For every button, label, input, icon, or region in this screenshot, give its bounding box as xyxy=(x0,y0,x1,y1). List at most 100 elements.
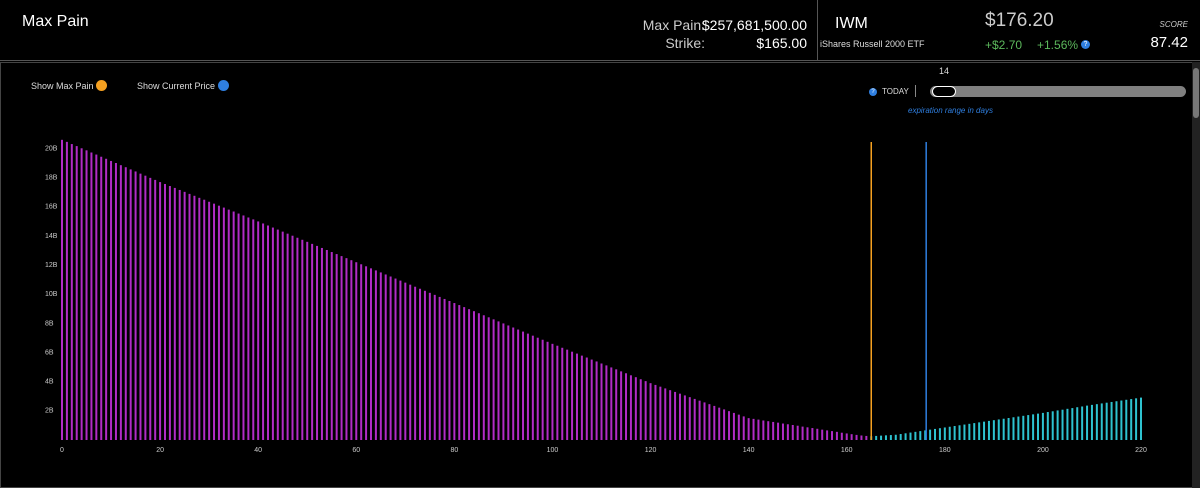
bar xyxy=(85,150,88,440)
bar xyxy=(865,435,868,440)
bar xyxy=(664,388,667,440)
bar xyxy=(571,351,574,440)
x-tick-label: 80 xyxy=(450,447,458,454)
bar xyxy=(497,321,500,440)
bar xyxy=(1012,417,1015,440)
show-current-price-toggle[interactable]: Show Current Price xyxy=(137,81,216,91)
bar xyxy=(80,148,83,440)
bar xyxy=(978,422,981,440)
bar xyxy=(1027,415,1030,440)
bar xyxy=(173,187,176,440)
bar xyxy=(953,426,956,440)
bar xyxy=(222,207,225,440)
bar xyxy=(556,345,559,440)
bar xyxy=(90,152,93,440)
bar xyxy=(605,365,608,440)
bar xyxy=(757,419,760,440)
bar xyxy=(266,225,269,440)
y-tick-label: 4B xyxy=(45,379,54,386)
today-label: TODAY xyxy=(882,87,909,96)
bar xyxy=(629,375,632,440)
bar xyxy=(575,353,578,440)
bar xyxy=(742,416,745,440)
bar xyxy=(144,175,147,440)
bar xyxy=(193,195,196,440)
bar xyxy=(306,241,309,440)
bar xyxy=(992,420,995,440)
header xyxy=(0,0,1200,61)
bar xyxy=(404,282,407,440)
bar xyxy=(154,179,157,440)
slider-knob[interactable] xyxy=(932,86,956,97)
bar xyxy=(335,254,338,440)
bar xyxy=(855,434,858,440)
bar xyxy=(786,424,789,440)
bar xyxy=(61,139,63,440)
bar xyxy=(365,266,368,440)
bar xyxy=(566,349,569,440)
bar xyxy=(821,429,824,440)
page-title: Max Pain xyxy=(22,13,89,30)
help-icon[interactable]: ? xyxy=(1081,40,1090,49)
bar xyxy=(114,162,117,441)
bar xyxy=(948,426,951,440)
bar xyxy=(1110,401,1113,440)
bar xyxy=(781,423,784,440)
bar xyxy=(693,398,696,440)
bar xyxy=(414,286,417,440)
bar xyxy=(1017,416,1020,440)
help-icon[interactable]: ? xyxy=(869,88,877,96)
bar xyxy=(526,333,529,440)
current-price-dot[interactable] xyxy=(218,80,229,91)
bar xyxy=(65,141,68,440)
bar xyxy=(536,337,539,440)
bar xyxy=(943,427,946,440)
bar xyxy=(654,384,657,440)
bar xyxy=(517,329,520,440)
bar xyxy=(1002,418,1005,440)
bar xyxy=(394,278,397,440)
max-pain-label: Max Pain: xyxy=(642,17,705,33)
bar xyxy=(134,171,137,440)
scrollbar[interactable] xyxy=(1192,62,1200,488)
bar xyxy=(674,391,677,440)
bar xyxy=(472,311,475,440)
bar xyxy=(561,347,564,440)
chart: 2B 4B 6B 8B 10B 12B 14B 16B 18B 20B 0 20 40 60 80 100 12… xyxy=(45,139,1147,454)
expiration-slider[interactable] xyxy=(930,86,1186,97)
bar xyxy=(620,371,623,440)
bar xyxy=(963,424,966,440)
bar xyxy=(777,422,780,440)
bar xyxy=(178,189,181,440)
bar xyxy=(1041,412,1044,440)
bar xyxy=(1032,414,1035,440)
bar xyxy=(281,231,284,440)
bar xyxy=(914,431,917,440)
y-tick-label: 18B xyxy=(45,175,58,182)
max-pain-dot[interactable] xyxy=(96,80,107,91)
bar xyxy=(95,154,98,440)
y-tick-label: 2B xyxy=(45,408,54,415)
x-tick-label: 40 xyxy=(254,447,262,454)
x-tick-label: 60 xyxy=(352,447,360,454)
bar xyxy=(983,421,986,440)
bar xyxy=(257,221,260,440)
x-tick-label: 160 xyxy=(841,447,853,454)
bar xyxy=(728,411,731,440)
bar xyxy=(791,424,794,440)
bar xyxy=(938,428,941,440)
separator xyxy=(915,85,916,97)
bar xyxy=(399,280,402,440)
bar xyxy=(1037,413,1040,440)
bar xyxy=(860,435,863,440)
bar xyxy=(320,247,323,440)
bar xyxy=(845,433,848,440)
bar xyxy=(850,434,853,440)
bar xyxy=(345,258,348,440)
show-max-pain-toggle[interactable]: Show Max Pain xyxy=(31,81,94,91)
bar xyxy=(551,343,554,440)
bar xyxy=(904,433,907,440)
bar xyxy=(669,390,672,440)
bar xyxy=(1090,404,1093,440)
bar xyxy=(507,325,510,440)
